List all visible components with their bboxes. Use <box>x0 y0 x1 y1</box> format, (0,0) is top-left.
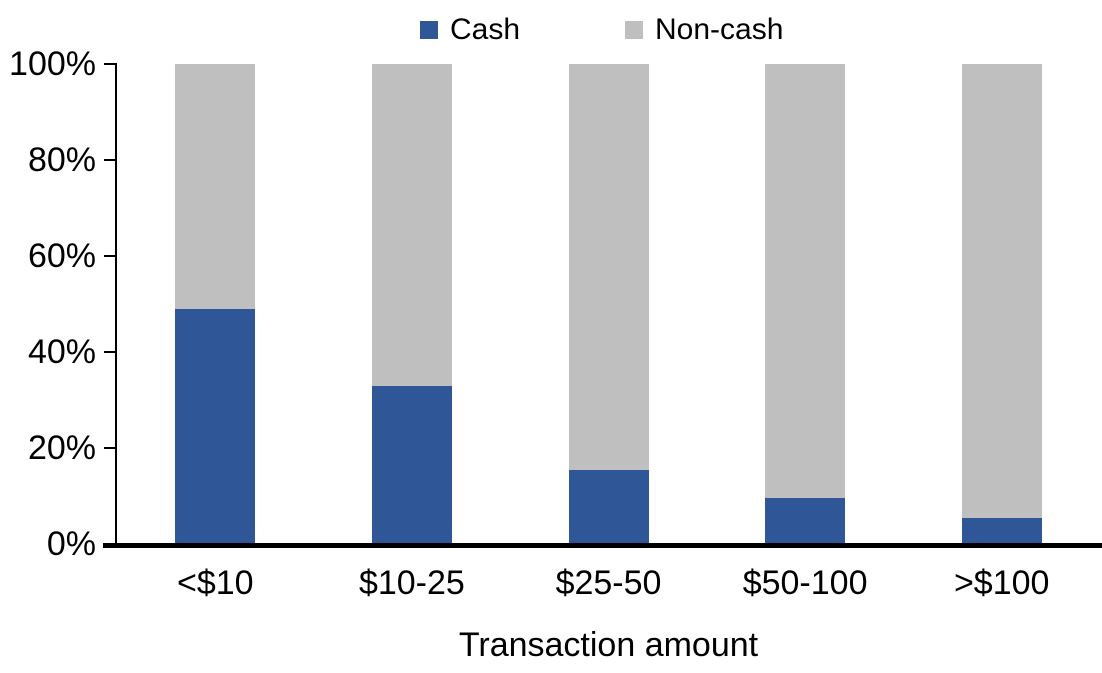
y-axis-tick <box>104 447 117 449</box>
x-axis-title: Transaction amount <box>458 626 759 664</box>
x-axis-tick-label: >$100 <box>953 564 1050 602</box>
x-axis-tick-label: <$10 <box>177 564 254 602</box>
y-axis-tick-label: 20% <box>27 429 96 467</box>
x-axis-tick-label: $10-25 <box>358 564 465 602</box>
y-axis-tick-label: 80% <box>27 141 96 179</box>
bar-segment-cash <box>371 385 452 544</box>
legend-item-noncash: Non-cash <box>625 14 783 46</box>
y-axis-tick-label: 60% <box>27 237 96 275</box>
y-axis-tick <box>104 159 117 161</box>
x-axis-line <box>103 543 1102 548</box>
y-axis-tick-label: 100% <box>9 45 96 83</box>
bar-segment-cash <box>961 517 1042 544</box>
bar-segment-noncash <box>568 64 649 470</box>
noncash-swatch-icon <box>625 21 643 39</box>
bar-segment-noncash <box>175 64 256 309</box>
bar-segment-noncash <box>765 64 846 499</box>
y-axis-tick-label: 0% <box>46 525 96 563</box>
y-axis-tick <box>104 255 117 257</box>
x-axis-tick-label: $25-50 <box>555 564 662 602</box>
bar-segment-noncash <box>371 64 452 386</box>
cash-swatch-icon <box>420 21 438 39</box>
bar-segment-cash <box>568 469 649 544</box>
legend-label-noncash: Non-cash <box>655 13 784 46</box>
y-axis-line <box>115 64 117 544</box>
legend-label-cash: Cash <box>450 13 521 46</box>
y-axis-tick <box>104 351 117 353</box>
bar-segment-noncash <box>961 64 1042 518</box>
y-axis-tick-label: 40% <box>27 333 96 371</box>
x-axis-tick-label: $50-100 <box>742 564 868 602</box>
legend-item-cash: Cash <box>420 14 520 46</box>
bar-segment-cash <box>175 308 256 544</box>
y-axis-tick <box>104 63 117 65</box>
bar-segment-cash <box>765 498 846 544</box>
